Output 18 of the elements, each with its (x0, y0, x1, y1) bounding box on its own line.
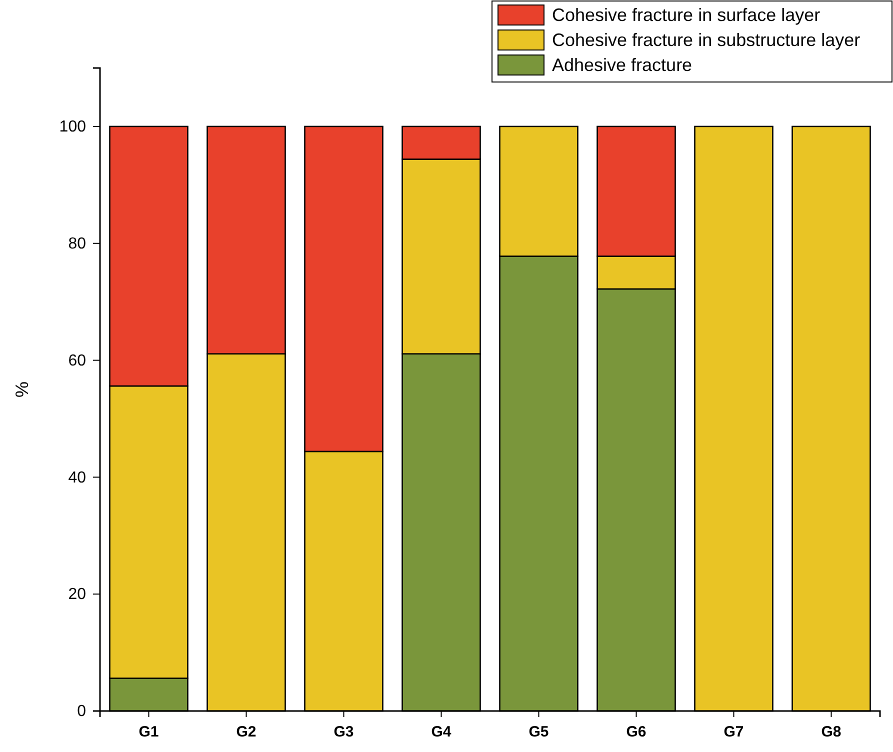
x-tick-label: G1 (138, 724, 159, 740)
y-tick-label: 100 (59, 118, 86, 136)
x-tick-label: G6 (626, 724, 646, 740)
legend-label: Adhesive fracture (552, 55, 692, 75)
x-tick-label: G8 (821, 724, 842, 740)
x-tick-label: G5 (528, 724, 549, 740)
legend-label: Cohesive fracture in substructure layer (552, 30, 860, 50)
y-tick-label: 80 (68, 235, 86, 252)
legend-label: Cohesive fracture in surface layer (552, 5, 820, 25)
y-tick-label: 60 (68, 352, 86, 370)
x-tick-label: G3 (334, 724, 354, 740)
y-tick-label: 0 (77, 703, 86, 720)
x-tick-label: G2 (236, 724, 256, 740)
y-axis-title: % (12, 381, 32, 398)
y-tick-label: 40 (68, 469, 86, 486)
y-tick-label: 20 (68, 586, 86, 604)
x-tick-label: G7 (724, 724, 744, 740)
x-tick-label: G4 (431, 724, 452, 740)
